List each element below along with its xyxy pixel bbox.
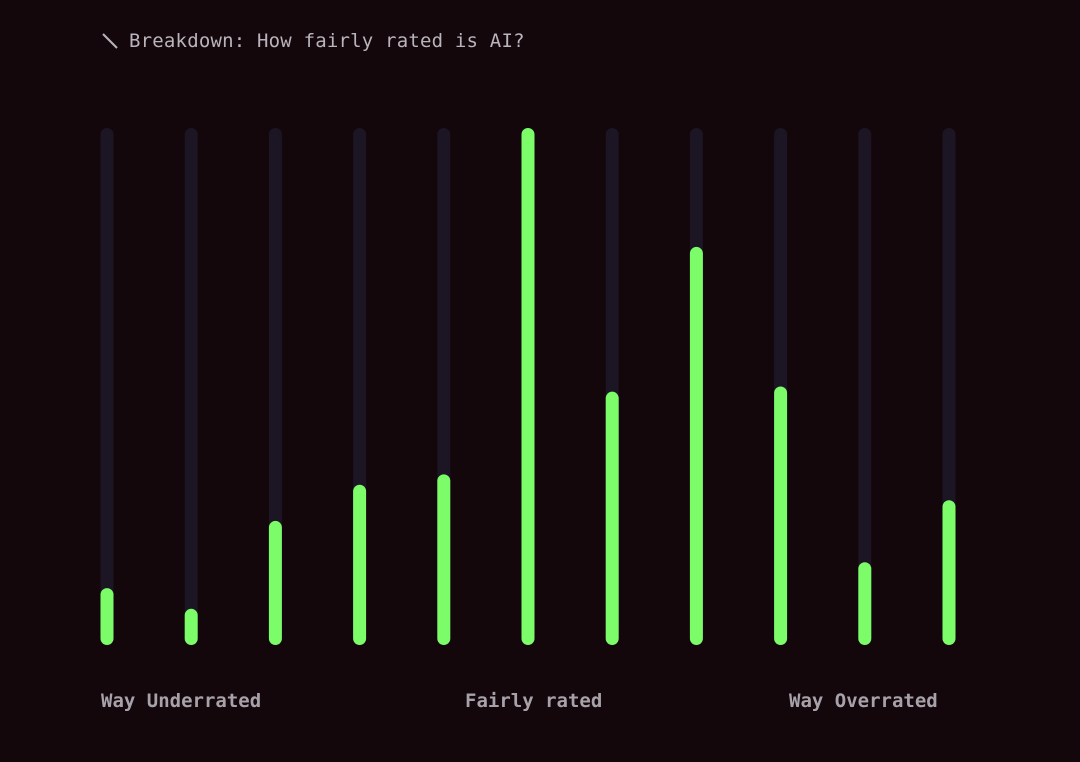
bar-6 [521, 128, 535, 645]
bar-1 [100, 588, 114, 645]
bar-track [858, 128, 872, 645]
diagonal-line-icon [102, 33, 118, 49]
scale-label-middle: Fairly rated [465, 690, 603, 712]
bar-9 [774, 386, 788, 645]
chart-title: Breakdown: How fairly rated is AI? [129, 30, 525, 52]
bar-5 [437, 474, 451, 645]
chart-header: Breakdown: How fairly rated is AI? [101, 30, 525, 52]
bar-11 [942, 500, 956, 645]
bar-10 [858, 562, 872, 645]
bar-7 [605, 391, 619, 645]
bar-8 [689, 246, 703, 645]
bar-3 [268, 520, 282, 645]
scale-label-left: Way Underrated [101, 690, 262, 712]
bar-track [184, 128, 198, 645]
scale-label-right: Way Overrated [789, 690, 938, 712]
bar-2 [184, 608, 198, 645]
bar-track [268, 128, 282, 645]
bar-track [100, 128, 114, 645]
bar-4 [353, 484, 367, 645]
